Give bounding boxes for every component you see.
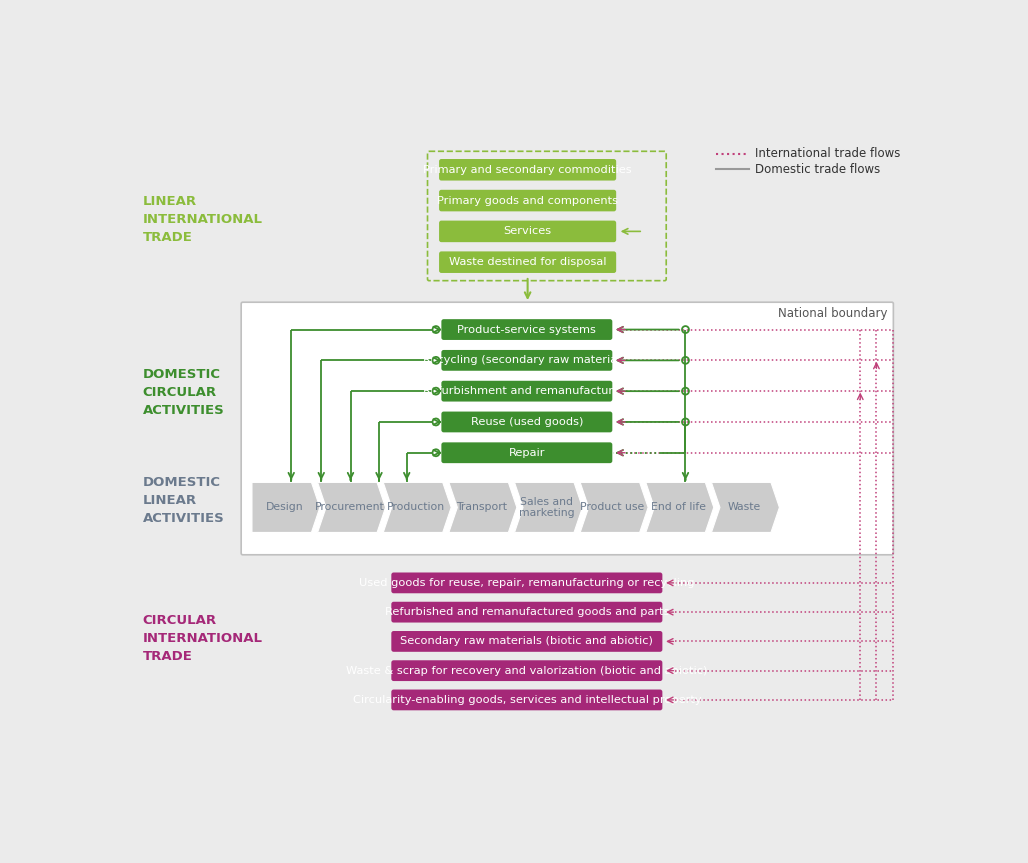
Text: Repair: Repair [509,448,545,457]
Text: Production: Production [387,502,445,513]
Text: Product-service systems: Product-service systems [457,324,596,335]
Text: International trade flows: International trade flows [755,147,901,161]
Polygon shape [449,482,517,532]
FancyBboxPatch shape [392,690,662,710]
FancyBboxPatch shape [439,251,616,273]
Polygon shape [515,482,583,532]
Text: LINEAR
INTERNATIONAL
TRADE: LINEAR INTERNATIONAL TRADE [143,194,262,243]
Text: Reuse (used goods): Reuse (used goods) [471,417,583,427]
Text: Services: Services [504,226,552,236]
Polygon shape [318,482,386,532]
Text: Waste destined for disposal: Waste destined for disposal [449,257,607,268]
Text: Secondary raw materials (biotic and abiotic): Secondary raw materials (biotic and abio… [401,636,653,646]
Text: Recycling (secondary raw materials): Recycling (secondary raw materials) [424,356,630,365]
Text: National boundary: National boundary [778,306,887,319]
FancyBboxPatch shape [439,221,616,243]
FancyBboxPatch shape [441,319,613,340]
Text: Domestic trade flows: Domestic trade flows [755,162,880,175]
Polygon shape [383,482,451,532]
Polygon shape [711,482,779,532]
FancyBboxPatch shape [392,572,662,593]
FancyBboxPatch shape [392,660,662,681]
Text: DOMESTIC
CIRCULAR
ACTIVITIES: DOMESTIC CIRCULAR ACTIVITIES [143,368,224,417]
Text: DOMESTIC
LINEAR
ACTIVITIES: DOMESTIC LINEAR ACTIVITIES [143,476,224,525]
Text: Waste: Waste [727,502,761,513]
FancyBboxPatch shape [441,412,613,432]
Text: Refurbishment and remanufacturing: Refurbishment and remanufacturing [423,386,631,396]
Text: Primary and secondary commodities: Primary and secondary commodities [424,165,632,175]
Text: Refurbished and remanufactured goods and parts: Refurbished and remanufactured goods and… [384,608,669,617]
Text: Transport: Transport [455,502,507,513]
FancyBboxPatch shape [439,159,616,180]
Text: Primary goods and components: Primary goods and components [437,196,618,205]
Text: Used goods for reuse, repair, remanufacturing or recycling: Used goods for reuse, repair, remanufact… [359,578,695,588]
Text: Sales and
marketing: Sales and marketing [519,496,575,518]
Text: End of life: End of life [651,502,706,513]
FancyBboxPatch shape [441,381,613,401]
Polygon shape [252,482,320,532]
FancyBboxPatch shape [439,190,616,211]
FancyBboxPatch shape [392,602,662,622]
Text: Circularity-enabling goods, services and intellectual property: Circularity-enabling goods, services and… [353,695,701,705]
Text: Design: Design [265,502,303,513]
Text: Product use: Product use [581,502,645,513]
FancyBboxPatch shape [242,302,893,555]
FancyBboxPatch shape [441,443,613,463]
Polygon shape [646,482,713,532]
Polygon shape [580,482,648,532]
Text: Procurement: Procurement [316,502,384,513]
FancyBboxPatch shape [441,350,613,371]
Text: Waste & scrap for recovery and valorization (biotic and abiotic): Waste & scrap for recovery and valorizat… [346,665,707,676]
FancyBboxPatch shape [392,631,662,652]
Text: CIRCULAR
INTERNATIONAL
TRADE: CIRCULAR INTERNATIONAL TRADE [143,614,262,663]
